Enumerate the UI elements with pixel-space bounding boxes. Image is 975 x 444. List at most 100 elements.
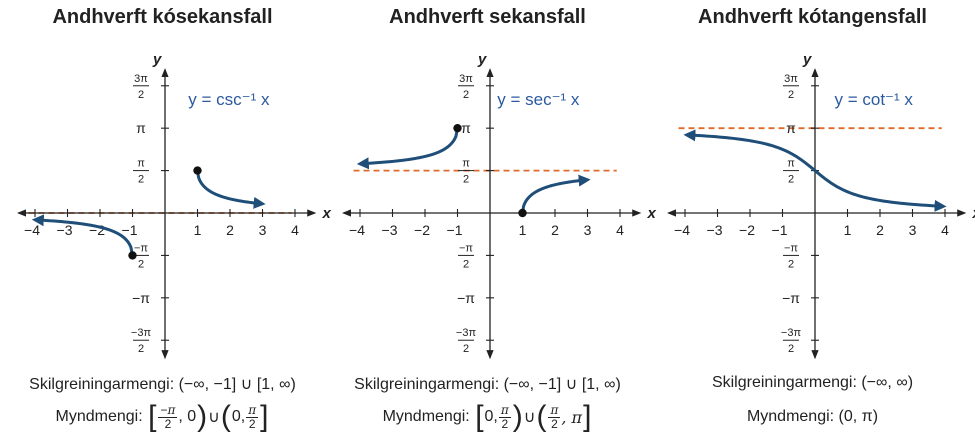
y-tick-label: π	[461, 120, 471, 136]
panel-arccsc: Andhverft kósekansfall x y −4 −3 −2 −1 1 2 3 4 3π 2…	[0, 0, 332, 444]
x-tick-label: 3	[259, 222, 267, 238]
range-union: ∪	[523, 409, 536, 426]
y-tick-den: 2	[788, 89, 794, 101]
y-tick-num: −3π	[456, 327, 477, 339]
y-tick-label: −π 2	[783, 242, 799, 270]
domain-text: Skilgreiningarmengi: (−∞, −1] ∪ [1, ∞)	[29, 376, 296, 393]
x-tick-label: 4	[941, 222, 949, 238]
y-tick-den: 2	[463, 174, 469, 186]
domain-text: Skilgreiningarmengi: (−∞, −1] ∪ [1, ∞)	[354, 376, 621, 393]
x-tick-label: 4	[291, 222, 299, 238]
y-tick-den: 2	[788, 258, 794, 270]
x-tick-label: 2	[551, 222, 559, 238]
frac-num: π	[548, 402, 561, 418]
y-tick-num: −3π	[131, 327, 152, 339]
range-frac: −π 2	[158, 402, 178, 431]
y-tick-label: −π	[132, 290, 150, 306]
y-tick-label: π2	[783, 158, 799, 186]
frac-num: −π	[158, 402, 178, 418]
x-tick-label: 1	[519, 222, 527, 238]
x-tick-label: −1	[772, 222, 788, 238]
range-label: Myndmengi:	[382, 408, 470, 425]
x-tick-label: −1	[447, 222, 463, 238]
y-tick-num: −π	[134, 242, 148, 254]
y-tick-label: π	[136, 120, 146, 136]
x-tick-label: 3	[584, 222, 592, 238]
x-tick-label: 1	[844, 222, 852, 238]
y-tick-num: π	[786, 120, 796, 136]
x-tick-label: −3	[382, 222, 398, 238]
y-tick-label: 3π2	[458, 73, 474, 101]
y-tick-label: −π	[782, 290, 800, 306]
y-axis-label: y	[802, 51, 812, 68]
curve-branch-right	[521, 174, 591, 215]
range-bracket: ]	[583, 400, 592, 433]
panel-title: Andhverft sekansfall	[389, 6, 586, 28]
frac-den: 2	[248, 416, 256, 431]
frac-num: π	[498, 402, 511, 418]
y-tick-num: π	[136, 120, 146, 136]
curve-branch-left	[356, 126, 459, 170]
y-tick-den: 2	[463, 258, 469, 270]
range-bracket: [	[148, 400, 157, 433]
y-tick-num: −π	[132, 290, 150, 306]
x-tick-label: 2	[876, 222, 884, 238]
endpoint-dot	[518, 208, 527, 218]
x-tick-label: 1	[194, 222, 202, 238]
y-tick-label: −3π2	[781, 327, 802, 355]
x-axis-label: x	[972, 205, 975, 222]
x-tick-label: −2	[414, 222, 430, 238]
equation-label: y = csc⁻¹ x	[188, 90, 270, 109]
y-tick-num: −π	[459, 242, 473, 254]
panel-title: Andhverft kótangensfall	[698, 6, 927, 28]
range-part: 0,	[231, 408, 246, 425]
x-tick-label: 3	[909, 222, 917, 238]
y-tick-den: 2	[138, 258, 144, 270]
range-bracket: )	[197, 400, 208, 433]
panel-arcsec: Andhverft sekansfall x y −4 −3 −2 −1 1 2 3 4 3π 2 π π…	[325, 0, 657, 444]
y-tick-den: 2	[463, 89, 469, 101]
y-tick-label: −3π2	[456, 327, 477, 355]
range-part: 0,	[484, 408, 498, 425]
y-tick-label: π2	[458, 158, 474, 186]
y-tick-label: 3π2	[133, 73, 149, 101]
range-union: ∪	[208, 409, 220, 426]
x-tick-label: −4	[349, 222, 365, 238]
equation-label: y = cot⁻¹ x	[835, 90, 914, 109]
y-tick-num: 3π	[459, 73, 473, 85]
y-tick-num: −π	[782, 290, 800, 306]
y-axis-label: y	[152, 51, 162, 68]
y-tick-num: 3π	[784, 73, 798, 85]
y-tick-num: −3π	[781, 327, 802, 339]
frac-den: 2	[551, 416, 558, 431]
y-tick-label: −π	[457, 290, 475, 306]
range-text: Myndmengi: (0, π)	[746, 408, 879, 425]
x-tick-label: −4	[24, 222, 40, 238]
endpoint-dot	[193, 166, 202, 175]
endpoint-dot	[128, 251, 137, 260]
x-tick-label: −3	[57, 222, 73, 238]
x-axis-label: x	[322, 205, 332, 222]
y-tick-den: 2	[138, 174, 144, 186]
y-tick-label: −π 2	[458, 242, 474, 270]
x-tick-label: −4	[674, 222, 690, 238]
y-tick-label: −3π2	[131, 327, 152, 355]
panel-arccot: Andhverft kótangensfall x y −4 −3 −2 −1 1 2 3 4 3π…	[650, 0, 975, 444]
panel-title: Andhverft kósekansfall	[52, 6, 273, 28]
y-tick-den: 2	[463, 343, 469, 355]
x-tick-label: −3	[707, 222, 723, 238]
curve-arccot	[683, 129, 947, 212]
endpoint-dot	[453, 123, 462, 133]
range-part: , 0	[178, 408, 197, 425]
curve-branch-left	[31, 214, 134, 257]
y-tick-num: π	[787, 158, 795, 170]
range-bracket: [	[475, 400, 484, 433]
frac-den: 2	[501, 416, 509, 431]
y-tick-num: −π	[457, 290, 475, 306]
